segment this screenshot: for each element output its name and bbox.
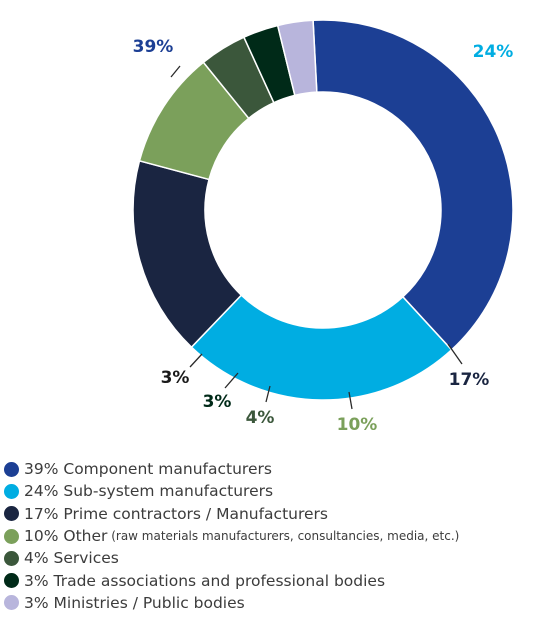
legend-swatch (4, 595, 19, 611)
slice-percentage-label: 3% (203, 392, 232, 412)
slice-percentage-label: 39% (133, 37, 174, 57)
donut-slice (312, 19, 514, 351)
legend-label: 3% Ministries / Public bodies (24, 593, 245, 612)
leader-line (224, 372, 239, 389)
legend-item: 4% Services (4, 547, 549, 569)
slice-percentage-label: 4% (246, 408, 275, 428)
legend: 39% Component manufacturers 24% Sub-syste… (4, 458, 549, 614)
legend-swatch (4, 528, 19, 544)
leader-line (189, 353, 203, 368)
leader-line (170, 65, 181, 78)
legend-swatch (4, 461, 19, 477)
legend-label: 39% Component manufacturers (24, 460, 272, 479)
leader-line (265, 385, 271, 403)
legend-item: 3% Ministries / Public bodies (4, 592, 549, 614)
donut-slice (276, 19, 318, 97)
legend-item: 3% Trade associations and professional b… (4, 569, 549, 591)
donut-slices (132, 19, 514, 401)
legend-label: 17% Prime contractors / Manufacturers (24, 504, 328, 523)
legend-swatch (4, 483, 19, 499)
legend-item: 17% Prime contractors / Manufacturers (4, 503, 549, 525)
legend-item: 39% Component manufacturers (4, 458, 549, 480)
slice-percentage-label: 17% (449, 370, 490, 390)
legend-note: (raw materials manufacturers, consultanc… (107, 529, 460, 544)
label-leader-lines (170, 65, 463, 410)
donut-slice (190, 294, 453, 401)
leader-line (348, 391, 353, 410)
legend-swatch (4, 573, 19, 589)
legend-label: 3% Trade associations and professional b… (24, 571, 386, 590)
legend-swatch (4, 550, 19, 566)
percentage-labels: 39% 24% 17% 10% 4% 3% 3% (133, 37, 514, 435)
slice-percentage-label: 3% (161, 368, 190, 388)
legend-item: 24% Sub-system manufacturers (4, 480, 549, 502)
donut-chart: 39% 24% 17% 10% 4% 3% 3% (132, 19, 514, 435)
legend-item: 10% Other (raw materials manufacturers, … (4, 525, 549, 547)
slice-percentage-label: 24% (473, 42, 514, 62)
legend-swatch (4, 506, 19, 522)
legend-label: 24% Sub-system manufacturers (24, 482, 274, 501)
legend-label: 10% Other (24, 527, 108, 546)
legend-label: 4% Services (24, 549, 119, 568)
slice-percentage-label: 10% (337, 415, 378, 435)
leader-line (447, 343, 463, 365)
